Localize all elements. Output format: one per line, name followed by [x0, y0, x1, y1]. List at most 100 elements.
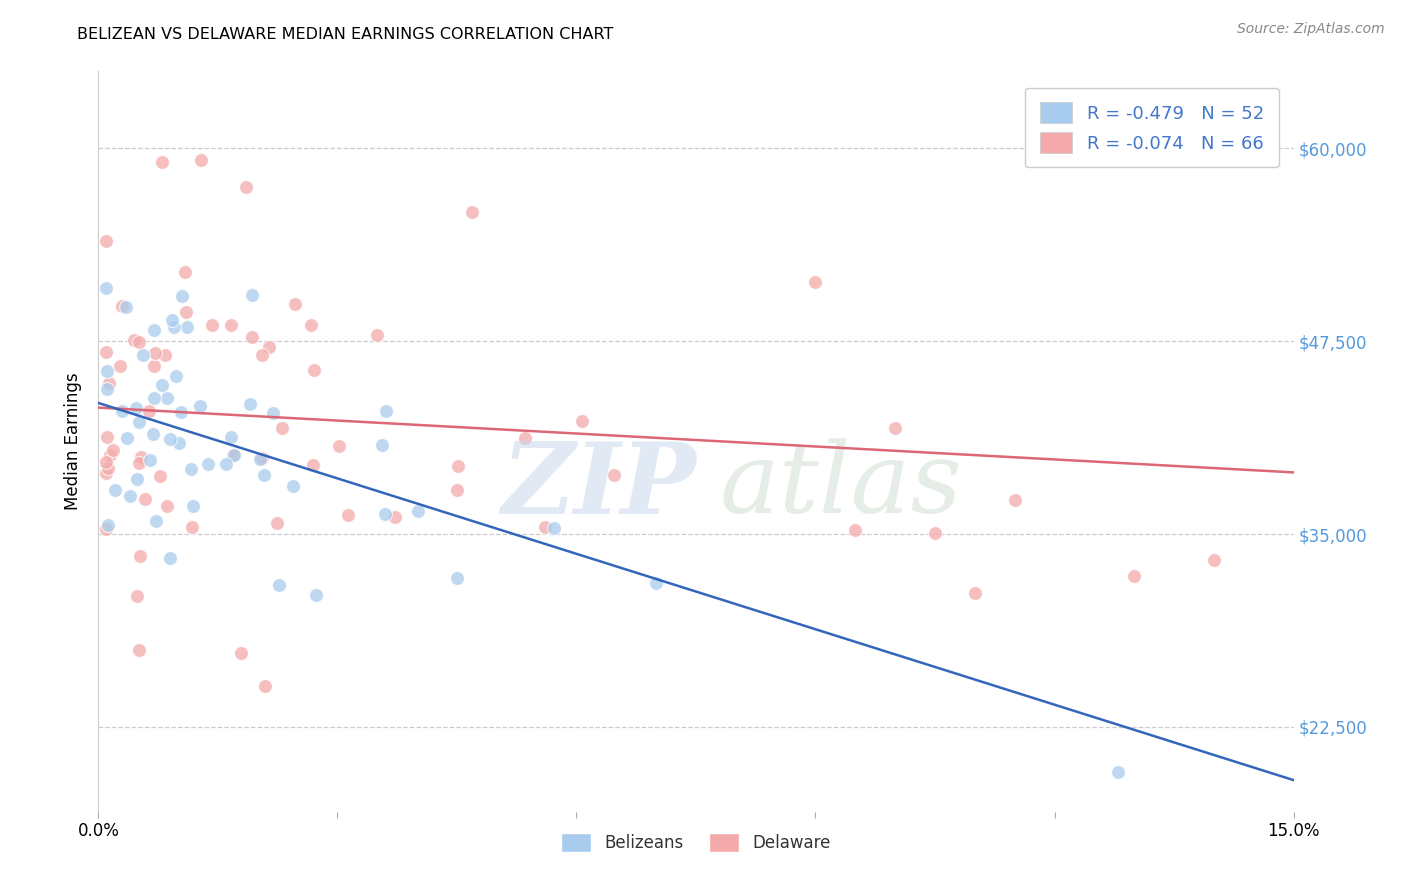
Point — [174, 305, 197, 319]
Point — [219, 430, 242, 444]
Point — [374, 508, 396, 522]
Point — [271, 420, 294, 434]
Point — [128, 416, 150, 430]
Point — [1123, 569, 1146, 583]
Point — [188, 399, 211, 413]
Text: BELIZEAN VS DELAWARE MEDIAN EARNINGS CORRELATION CHART: BELIZEAN VS DELAWARE MEDIAN EARNINGS COR… — [77, 27, 613, 42]
Point — [114, 300, 136, 314]
Point — [96, 280, 118, 294]
Point — [804, 276, 827, 290]
Point — [190, 153, 212, 167]
Point — [299, 318, 322, 332]
Text: ZIP: ZIP — [501, 438, 696, 534]
Point — [155, 348, 177, 362]
Point — [96, 382, 118, 396]
Point — [224, 448, 246, 462]
Point — [301, 458, 323, 472]
Point — [138, 403, 160, 417]
Point — [142, 359, 165, 374]
Point — [115, 431, 138, 445]
Point — [645, 575, 668, 590]
Point — [132, 348, 155, 362]
Point — [96, 235, 118, 249]
Point — [143, 346, 166, 360]
Point — [239, 397, 262, 411]
Point — [305, 588, 328, 602]
Point — [142, 426, 165, 441]
Point — [384, 510, 406, 524]
Point — [370, 438, 392, 452]
Point — [160, 313, 183, 327]
Point — [118, 489, 141, 503]
Point — [183, 499, 205, 513]
Point — [250, 348, 273, 362]
Point — [96, 430, 118, 444]
Point — [96, 345, 118, 359]
Point — [125, 472, 148, 486]
Point — [222, 448, 245, 462]
Point — [127, 590, 149, 604]
Point — [336, 508, 359, 523]
Point — [156, 391, 179, 405]
Point — [139, 453, 162, 467]
Point — [262, 406, 284, 420]
Point — [1107, 764, 1129, 779]
Point — [174, 265, 197, 279]
Point — [201, 318, 224, 332]
Point — [221, 318, 243, 332]
Point — [122, 333, 145, 347]
Point — [145, 514, 167, 528]
Text: atlas: atlas — [720, 438, 963, 533]
Point — [103, 443, 125, 458]
Point — [250, 450, 273, 465]
Point — [98, 448, 121, 462]
Point — [229, 646, 252, 660]
Point — [96, 466, 118, 480]
Point — [571, 414, 593, 428]
Point — [253, 467, 276, 482]
Point — [150, 155, 173, 169]
Y-axis label: Median Earnings: Median Earnings — [65, 373, 83, 510]
Legend: Belizeans, Delaware: Belizeans, Delaware — [554, 826, 838, 859]
Point — [150, 378, 173, 392]
Point — [446, 571, 468, 585]
Point — [128, 643, 150, 657]
Point — [281, 479, 304, 493]
Point — [163, 320, 186, 334]
Point — [170, 404, 193, 418]
Point — [328, 439, 350, 453]
Point — [143, 391, 166, 405]
Point — [1202, 553, 1225, 567]
Point — [159, 433, 181, 447]
Point — [128, 335, 150, 350]
Point — [96, 455, 118, 469]
Point — [844, 523, 866, 537]
Point — [165, 369, 187, 384]
Point — [142, 323, 165, 337]
Point — [125, 401, 148, 415]
Point — [302, 363, 325, 377]
Point — [446, 483, 468, 498]
Point — [408, 504, 430, 518]
Point — [269, 578, 291, 592]
Point — [447, 458, 470, 473]
Point — [534, 520, 557, 534]
Point — [159, 551, 181, 566]
Point — [235, 180, 257, 194]
Text: Source: ZipAtlas.com: Source: ZipAtlas.com — [1237, 22, 1385, 37]
Point — [197, 457, 219, 471]
Point — [963, 586, 986, 600]
Point — [128, 456, 150, 470]
Point — [253, 680, 276, 694]
Point — [149, 469, 172, 483]
Point — [240, 288, 263, 302]
Point — [1004, 493, 1026, 508]
Point — [543, 521, 565, 535]
Point — [96, 522, 118, 536]
Point — [96, 364, 118, 378]
Point — [257, 341, 280, 355]
Point — [108, 359, 131, 373]
Point — [129, 450, 152, 465]
Point — [515, 431, 537, 445]
Point — [240, 330, 263, 344]
